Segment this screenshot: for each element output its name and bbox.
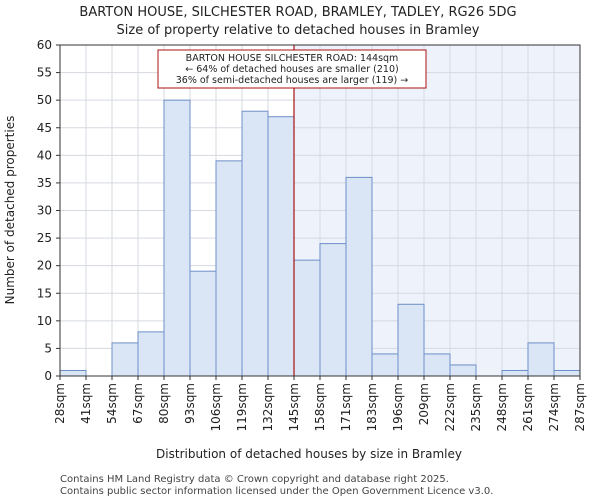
y-tick-label: 15 [37,286,52,300]
bar-28sqm [59,369,87,377]
bar-119sqm [241,110,269,377]
x-tick-label: 235sqm [469,383,483,431]
x-tick-label: 145sqm [287,383,301,431]
annotation-line-2: ← 64% of detached houses are smaller (21… [185,64,398,75]
y-tick-label: 20 [37,259,52,273]
x-tick-label: 183sqm [365,383,379,431]
bar-183sqm [371,353,399,377]
x-tick-label: 41sqm [79,383,93,424]
x-tick-label: 196sqm [391,383,405,431]
x-tick-label: 222sqm [443,383,457,431]
x-tick-label: 132sqm [261,383,275,431]
y-axis-ticks: 0 5 10 15 20 25 30 35 40 45 50 55 60 [37,38,60,383]
bar-145sqm [293,259,321,377]
plot-area [59,44,581,377]
x-axis-ticks: 28sqm 41sqm 54sqm 67sqm 80sqm 93sqm 106sqm 119s… [53,376,587,431]
bar-93sqm [189,270,217,377]
bar-132sqm [267,116,295,377]
x-tick-label: 54sqm [105,383,119,424]
footer-line-2: Contains public sector information licen… [60,486,493,497]
bars [59,99,581,377]
x-tick-label: 209qm [417,383,431,425]
bar-248sqm [501,369,529,377]
annotation-box: BARTON HOUSE SILCHESTER ROAD: 144sqm ← 6… [157,49,427,89]
x-tick-label: 119sqm [235,383,249,431]
annotation-line-1: BARTON HOUSE SILCHESTER ROAD: 144sqm [186,53,399,64]
annotation-line-3: 36% of semi-detached houses are larger (… [176,75,409,86]
x-tick-label: 67sqm [131,383,145,424]
x-tick-label: 80sqm [157,383,171,424]
bar-196sqm [397,303,425,377]
x-tick-label: 287sqm [573,383,587,431]
annotation-frame [157,49,427,89]
x-tick-label: 93sqm [183,383,197,424]
footer-line-1: Contains HM Land Registry data © Crown c… [60,474,449,485]
bar-274sqm [553,369,581,377]
x-tick-label: 248sqm [495,383,509,431]
bar-261sqm [527,342,555,377]
y-tick-label: 60 [37,38,52,52]
y-tick-label: 50 [37,93,52,107]
x-tick-label: 261sqm [521,383,535,431]
x-tick-label: 106sqm [209,383,223,431]
y-tick-label: 45 [37,121,52,135]
x-tick-label: 158sqm [313,383,327,431]
y-tick-label: 35 [37,176,52,190]
bar-106sqm [215,160,243,377]
y-tick-label: 25 [37,231,52,245]
bar-209qm [423,353,451,377]
y-tick-label: 5 [44,341,52,355]
x-tick-label: 274sqm [547,383,561,431]
chart-title: BARTON HOUSE, SILCHESTER ROAD, BRAMLEY, … [79,5,516,20]
y-tick-label: 10 [37,314,52,328]
x-tick-label: 171sqm [339,383,353,431]
bar-158sqm [319,243,347,377]
y-tick-label: 0 [44,369,52,383]
x-tick-label: 28sqm [53,383,67,424]
chart-subtitle: Size of property relative to detached ho… [117,23,480,38]
y-tick-label: 55 [37,66,52,80]
bar-222sqm [449,364,477,377]
bar-80sqm [163,99,191,377]
y-axis-label: Number of detached properties [3,116,17,305]
bar-54sqm [111,342,139,377]
bar-67sqm [137,331,165,377]
bar-171sqm [345,176,373,377]
y-tick-label: 30 [37,204,52,218]
y-tick-label: 40 [37,148,52,162]
x-axis-label: Distribution of detached houses by size … [156,447,462,461]
